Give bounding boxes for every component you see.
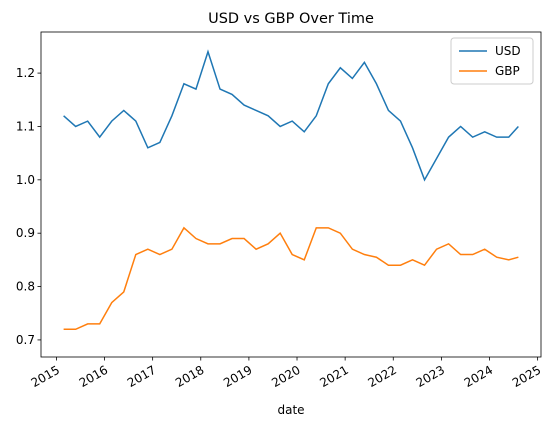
y-tick-label: 1.0 (16, 173, 35, 187)
line-series (63, 49, 519, 182)
y-tick-label: 0.7 (16, 333, 35, 347)
x-tick-label: 2020 (269, 363, 302, 390)
legend-label: GBP (495, 64, 520, 78)
x-tick-label: 2023 (414, 363, 447, 390)
x-tick-label: 2024 (462, 363, 495, 390)
line-series (63, 226, 519, 330)
y-tick-label: 0.9 (16, 226, 35, 240)
chart-title: USD vs GBP Over Time (208, 11, 374, 27)
y-tick-label: 1.2 (16, 66, 35, 80)
y-tick-label: 0.8 (16, 280, 35, 294)
x-tick-label: 2021 (317, 363, 350, 390)
x-tick-label: 2019 (221, 363, 254, 390)
plot-frame (40, 31, 542, 358)
x-tick-label: 2018 (173, 363, 206, 390)
x-tick-label: 2022 (366, 363, 399, 390)
x-tick-label: 2016 (77, 363, 110, 390)
x-tick-label: 2015 (29, 363, 62, 390)
legend-label: USD (495, 44, 521, 58)
y-tick-label: 1.1 (16, 119, 35, 133)
x-axis-label: date (277, 403, 304, 417)
x-tick-label: 2025 (510, 363, 543, 390)
legend-box (450, 37, 534, 85)
x-tick-label: 2017 (125, 363, 158, 390)
